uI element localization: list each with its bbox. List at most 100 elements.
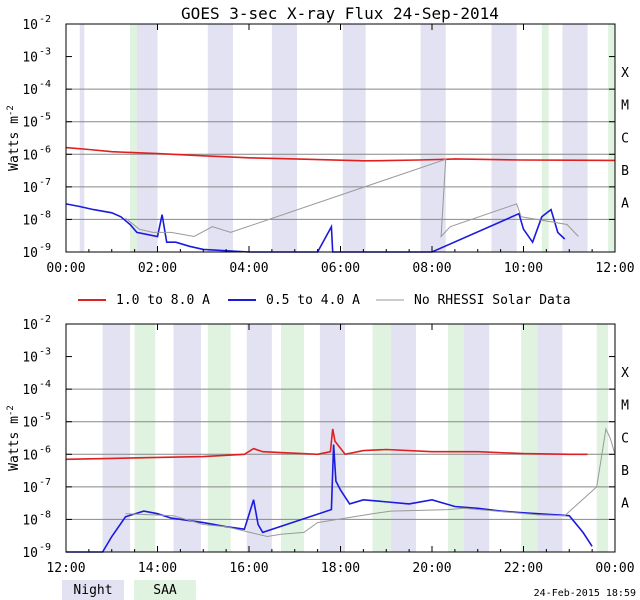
xtick-label: 06:00 [321,261,360,276]
night-band [246,324,272,552]
ytick-label: 10 [22,51,38,66]
xtick-label: 18:00 [321,561,360,576]
night-band [271,24,298,252]
ytick-label: 10 [22,18,38,33]
xtick-label: 20:00 [412,561,451,576]
ytick-label: 10 [22,546,38,561]
ytick-exponent: -6 [39,444,51,455]
saa-band [608,24,615,252]
ytick-exponent: -4 [39,79,51,90]
night-band [464,324,490,552]
xtick-label: 22:00 [504,561,543,576]
ytick-exponent: -7 [39,177,51,188]
class-label: A [621,196,629,211]
ytick-exponent: -8 [39,509,51,520]
xtick-label: 08:00 [412,261,451,276]
saa-legend-swatch [134,580,196,600]
xtick-label: 12:00 [595,261,634,276]
night-band [420,24,446,252]
chart-title: GOES 3-sec X-ray Flux 24-Sep-2014 [181,4,499,23]
night-band [491,24,517,252]
night-band [173,324,201,552]
ytick-label: 10 [22,448,38,463]
ytick-exponent: -2 [39,14,51,25]
saa-band [134,324,156,552]
class-label: M [621,399,629,414]
saa-band [521,324,538,552]
ytick-label: 10 [22,383,38,398]
night-band [390,324,416,552]
xtick-label: 00:00 [595,561,634,576]
ytick-exponent: -5 [39,412,51,423]
saa-band [207,324,231,552]
night-band [207,24,233,252]
ytick-exponent: -9 [39,542,51,553]
series-line-2 [125,158,579,238]
ytick-exponent: -5 [39,112,51,123]
night-band [102,324,131,552]
night-band [342,24,366,252]
ytick-label: 10 [22,83,38,98]
class-label: C [621,131,629,146]
series-line-0 [65,146,616,162]
legend-label-1-8A: 1.0 to 8.0 A [116,293,210,308]
saa-band [541,24,549,252]
legend-label-no-rhessi: No RHESSI Solar Data [414,293,571,308]
footer-timestamp: 24-Feb-2015 18:59 [534,588,636,599]
series-line-2 [125,427,616,538]
xtick-label: 10:00 [504,261,543,276]
xtick-label: 14:00 [138,561,177,576]
ytick-exponent: -4 [39,379,51,390]
xtick-label: 00:00 [46,261,85,276]
ytick-label: 10 [22,416,38,431]
top-panel: 10-210-310-410-510-610-710-810 -900:00 02:… [6,14,635,276]
ytick-exponent: -3 [39,47,51,58]
saa-band [596,324,609,552]
night-legend-label: Night [73,583,112,598]
ytick-label: 10 [22,148,38,163]
class-label: X [621,66,629,81]
saa-band [448,324,465,552]
ytick-exponent: -6 [39,144,51,155]
class-label: B [621,164,629,179]
ytick-label: 10 [22,246,38,261]
night-band [79,24,85,252]
xtick-label: 12:00 [46,561,85,576]
ytick-exponent: -8 [39,209,51,220]
saa-band [281,324,304,552]
night-legend-swatch [62,580,124,600]
shading-legend: Night SAA [62,580,196,600]
ytick-label: 10 [22,116,38,131]
ytick-exponent: -3 [39,347,51,358]
class-label: A [621,496,629,511]
xtick-label: 02:00 [138,261,177,276]
ytick-label: 10 [22,181,38,196]
saa-band [130,24,137,252]
class-label: M [621,99,629,114]
class-label: B [621,464,629,479]
series-legend: 1.0 to 8.0 A 0.5 to 4.0 A No RHESSI Sola… [78,293,571,308]
night-band [136,24,158,252]
ytick-label: 10 [22,213,38,228]
ytick-label: 10 [22,513,38,528]
y-axis-label: Watts m-2 [6,405,22,471]
night-band [537,324,563,552]
night-band [562,24,588,252]
class-label: X [621,366,629,381]
legend-label-0.5-4A: 0.5 to 4.0 A [266,293,360,308]
ytick-label: 10 [22,318,38,333]
ytick-exponent: -2 [39,314,51,325]
xtick-label: 04:00 [229,261,268,276]
class-label: C [621,431,629,446]
y-axis-label: Watts m-2 [6,105,22,171]
ytick-exponent: -7 [39,477,51,488]
ytick-exponent: -9 [39,242,51,253]
saa-legend-label: SAA [153,583,177,598]
saa-band [372,324,391,552]
ytick-label: 10 [22,481,38,496]
series-line-1 [66,444,593,553]
bottom-panel: 10-210-310-410-510-610-710-810 -912:00 14:… [6,314,635,576]
ytick-label: 10 [22,351,38,366]
xtick-label: 16:00 [229,561,268,576]
